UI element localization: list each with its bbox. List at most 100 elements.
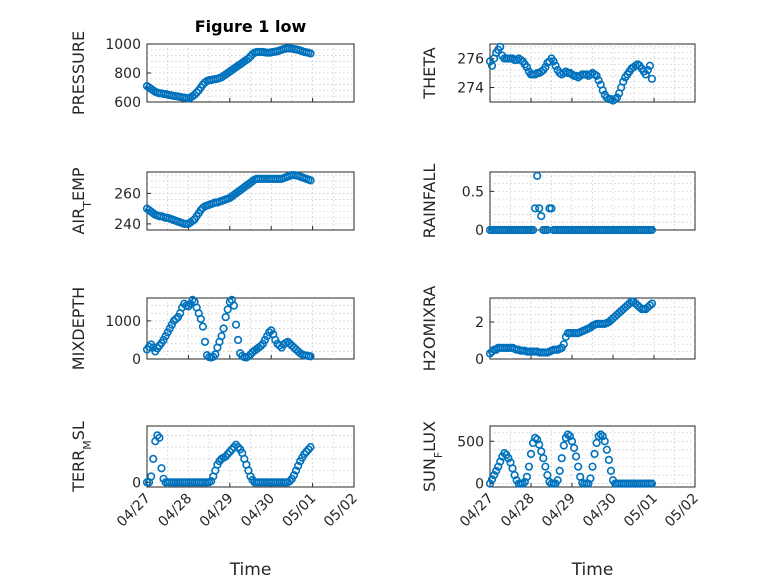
- data-point: [207, 477, 216, 486]
- data-point: [522, 63, 532, 72]
- data-point: [557, 454, 566, 463]
- y-tick-label: 0.5: [462, 184, 484, 200]
- y-tick-label: 0: [475, 223, 484, 239]
- data-point: [190, 90, 199, 99]
- data-point: [496, 42, 505, 52]
- data-point: [244, 352, 253, 361]
- series-markers: [485, 297, 657, 358]
- y-tick-label: 500: [457, 434, 484, 450]
- data-point: [602, 445, 611, 454]
- y-axis-label: AIRTEMP: [69, 167, 94, 234]
- subplot-air-temp: 240 260 AIRTEMP: [69, 167, 355, 235]
- data-point: [144, 342, 154, 351]
- data-point: [192, 88, 201, 97]
- y-tick-label: 0: [475, 352, 484, 368]
- gridlines: [490, 44, 695, 102]
- data-point: [606, 466, 616, 476]
- chart-title: Figure 1 low: [195, 17, 307, 36]
- data-point: [524, 462, 534, 471]
- data-point: [586, 474, 595, 483]
- data-point: [647, 479, 657, 488]
- data-point: [600, 437, 609, 446]
- data-point: [594, 76, 603, 85]
- data-point: [492, 466, 501, 476]
- data-point: [647, 299, 657, 308]
- subplot-h2omixra: 0 2 H2OMIXRA: [420, 286, 696, 371]
- data-point: [555, 466, 564, 476]
- y-tick-label: 1000: [105, 314, 141, 330]
- data-point: [487, 347, 497, 356]
- y-tick-label: 600: [114, 95, 141, 111]
- data-point: [526, 449, 536, 459]
- data-point: [619, 77, 628, 86]
- series-markers: [142, 295, 315, 362]
- y-tick-label: 0: [475, 477, 484, 493]
- series-markers: [142, 170, 315, 228]
- data-point: [537, 211, 546, 221]
- data-point: [547, 204, 556, 213]
- data-point: [594, 432, 603, 441]
- data-point: [155, 433, 164, 442]
- data-point: [217, 332, 226, 341]
- data-point: [604, 455, 614, 464]
- subplot-grid: 600 800 1000 PRESSURE Figure 1 low 274 276 THET…: [69, 17, 702, 580]
- data-point: [645, 301, 655, 310]
- gridlines: [147, 172, 354, 230]
- y-axis-label: MIXDEPTH: [69, 287, 88, 370]
- subplot-mixdepth: 0 1000 MIXDEPTH: [69, 287, 355, 370]
- data-point: [647, 74, 657, 83]
- data-point: [200, 337, 210, 346]
- data-point: [541, 63, 550, 72]
- data-point: [571, 452, 581, 461]
- data-point: [490, 471, 499, 480]
- data-point: [485, 479, 495, 488]
- data-point: [256, 341, 265, 351]
- gridlines: [147, 298, 354, 359]
- data-point: [598, 86, 607, 95]
- data-point: [539, 454, 548, 463]
- data-point: [209, 352, 218, 361]
- data-point: [590, 449, 599, 459]
- y-tick-label: 1000: [105, 37, 141, 53]
- data-point: [612, 93, 622, 102]
- data-point: [171, 314, 181, 324]
- y-tick-label: 0: [132, 352, 141, 368]
- y-tick-label: 2: [475, 315, 484, 331]
- series-markers: [485, 430, 657, 488]
- data-point: [229, 301, 239, 310]
- data-point: [569, 443, 579, 453]
- data-point: [563, 430, 573, 439]
- subplot-theta: 274 276 THETA: [420, 42, 696, 105]
- data-point: [518, 479, 527, 488]
- y-tick-label: 800: [114, 66, 141, 82]
- data-point: [231, 320, 241, 329]
- data-point: [647, 225, 657, 235]
- series-markers: [485, 171, 657, 235]
- x-axis-label: Time: [229, 560, 272, 580]
- y-axis-label: THETA: [420, 47, 439, 99]
- data-point: [645, 61, 655, 70]
- data-point: [223, 305, 232, 314]
- data-point: [291, 466, 301, 475]
- data-point: [641, 70, 650, 79]
- data-point: [306, 352, 315, 361]
- x-axis-label: Time: [571, 560, 614, 580]
- y-tick-label: 274: [457, 81, 484, 97]
- data-point: [549, 57, 558, 66]
- data-point: [588, 462, 597, 471]
- data-point: [147, 472, 156, 481]
- y-tick-label: 276: [457, 52, 484, 68]
- data-point: [219, 324, 228, 333]
- data-point: [211, 350, 220, 359]
- data-point: [198, 322, 207, 331]
- gridlines: [147, 426, 354, 487]
- subplot-rainfall: 0 0.5 RAINFALL: [420, 164, 696, 239]
- data-point: [533, 171, 542, 180]
- subplot-pressure: 600 800 1000 PRESSURE Figure 1 low: [69, 17, 355, 115]
- data-point: [306, 443, 315, 452]
- data-point: [233, 335, 243, 345]
- data-point: [244, 54, 253, 63]
- data-point: [559, 340, 568, 349]
